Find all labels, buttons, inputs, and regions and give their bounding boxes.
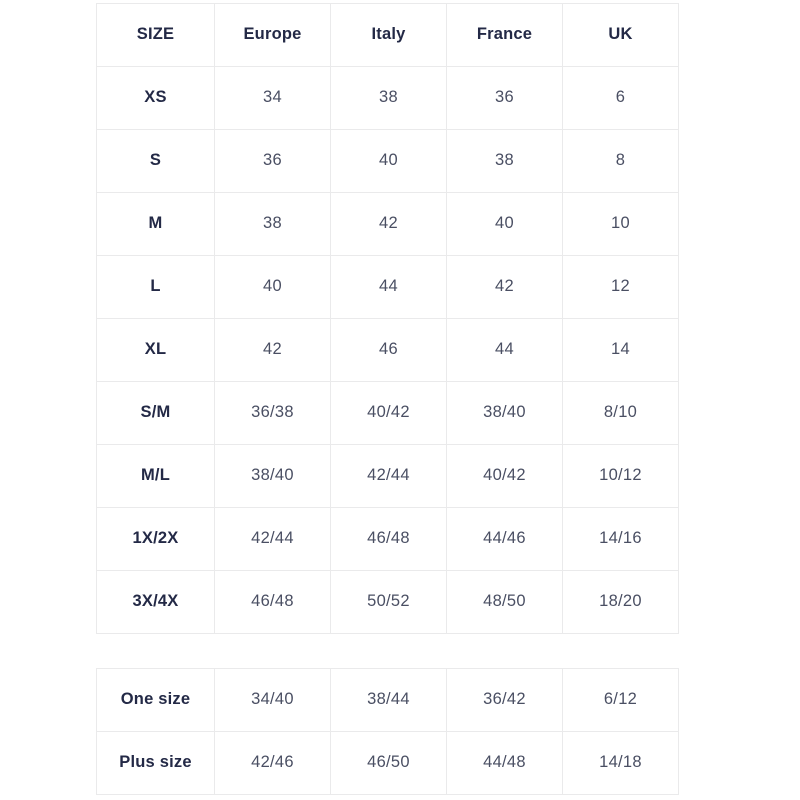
cell-italy: 40/42 bbox=[330, 381, 447, 445]
table-body: One size 34/40 38/44 36/42 6/12 Plus siz… bbox=[96, 668, 679, 795]
cell-uk: 6/12 bbox=[562, 668, 679, 732]
cell-europe: 34 bbox=[214, 66, 331, 130]
row-label: XL bbox=[96, 318, 215, 382]
cell-france: 36/42 bbox=[446, 668, 563, 732]
cell-uk: 6 bbox=[562, 66, 679, 130]
cell-uk: 14/18 bbox=[562, 731, 679, 795]
cell-italy: 38 bbox=[330, 66, 447, 130]
cell-uk: 10 bbox=[562, 192, 679, 256]
table-row: One size 34/40 38/44 36/42 6/12 bbox=[96, 668, 679, 732]
cell-uk: 10/12 bbox=[562, 444, 679, 508]
table-row: M 38 42 40 10 bbox=[96, 192, 679, 256]
cell-france: 48/50 bbox=[446, 570, 563, 634]
cell-france: 40 bbox=[446, 192, 563, 256]
cell-europe: 36 bbox=[214, 129, 331, 193]
universal-size-table: One size 34/40 38/44 36/42 6/12 Plus siz… bbox=[96, 668, 679, 795]
table-row: S/M 36/38 40/42 38/40 8/10 bbox=[96, 381, 679, 445]
table-row: S 36 40 38 8 bbox=[96, 129, 679, 193]
cell-europe: 42/46 bbox=[214, 731, 331, 795]
cell-france: 44 bbox=[446, 318, 563, 382]
cell-europe: 36/38 bbox=[214, 381, 331, 445]
cell-italy: 38/44 bbox=[330, 668, 447, 732]
table-separator-gap bbox=[96, 634, 678, 668]
row-label: XS bbox=[96, 66, 215, 130]
cell-italy: 50/52 bbox=[330, 570, 447, 634]
column-header-france: France bbox=[446, 3, 563, 67]
cell-france: 38 bbox=[446, 129, 563, 193]
cell-uk: 8 bbox=[562, 129, 679, 193]
cell-uk: 18/20 bbox=[562, 570, 679, 634]
cell-italy: 46 bbox=[330, 318, 447, 382]
cell-europe: 38 bbox=[214, 192, 331, 256]
table-row: Plus size 42/46 46/50 44/48 14/18 bbox=[96, 731, 679, 795]
row-label: L bbox=[96, 255, 215, 319]
table-row: 3X/4X 46/48 50/52 48/50 18/20 bbox=[96, 570, 679, 634]
cell-europe: 42/44 bbox=[214, 507, 331, 571]
cell-italy: 42 bbox=[330, 192, 447, 256]
table-row: XL 42 46 44 14 bbox=[96, 318, 679, 382]
row-label: S bbox=[96, 129, 215, 193]
cell-italy: 46/48 bbox=[330, 507, 447, 571]
table-row: L 40 44 42 12 bbox=[96, 255, 679, 319]
cell-uk: 8/10 bbox=[562, 381, 679, 445]
row-label: Plus size bbox=[96, 731, 215, 795]
table-row: M/L 38/40 42/44 40/42 10/12 bbox=[96, 444, 679, 508]
column-header-europe: Europe bbox=[214, 3, 331, 67]
cell-france: 44/46 bbox=[446, 507, 563, 571]
cell-europe: 34/40 bbox=[214, 668, 331, 732]
column-header-size: SIZE bbox=[96, 3, 215, 67]
cell-europe: 42 bbox=[214, 318, 331, 382]
row-label: M/L bbox=[96, 444, 215, 508]
cell-italy: 40 bbox=[330, 129, 447, 193]
row-label: 1X/2X bbox=[96, 507, 215, 571]
cell-france: 44/48 bbox=[446, 731, 563, 795]
cell-uk: 14/16 bbox=[562, 507, 679, 571]
cell-france: 36 bbox=[446, 66, 563, 130]
cell-italy: 46/50 bbox=[330, 731, 447, 795]
table-row: 1X/2X 42/44 46/48 44/46 14/16 bbox=[96, 507, 679, 571]
row-label: S/M bbox=[96, 381, 215, 445]
cell-uk: 12 bbox=[562, 255, 679, 319]
cell-italy: 42/44 bbox=[330, 444, 447, 508]
cell-france: 38/40 bbox=[446, 381, 563, 445]
row-label: 3X/4X bbox=[96, 570, 215, 634]
row-label: One size bbox=[96, 668, 215, 732]
table-header: SIZE Europe Italy France UK bbox=[96, 3, 679, 67]
table-header-row: SIZE Europe Italy France UK bbox=[96, 3, 679, 67]
row-label: M bbox=[96, 192, 215, 256]
cell-france: 40/42 bbox=[446, 444, 563, 508]
cell-france: 42 bbox=[446, 255, 563, 319]
size-chart-container: SIZE Europe Italy France UK XS 34 38 36 … bbox=[96, 3, 679, 795]
cell-europe: 40 bbox=[214, 255, 331, 319]
cell-italy: 44 bbox=[330, 255, 447, 319]
size-conversion-table: SIZE Europe Italy France UK XS 34 38 36 … bbox=[96, 3, 679, 634]
cell-uk: 14 bbox=[562, 318, 679, 382]
table-row: XS 34 38 36 6 bbox=[96, 66, 679, 130]
cell-europe: 46/48 bbox=[214, 570, 331, 634]
table-body: XS 34 38 36 6 S 36 40 38 8 M 38 42 bbox=[96, 66, 679, 634]
cell-europe: 38/40 bbox=[214, 444, 331, 508]
column-header-italy: Italy bbox=[330, 3, 447, 67]
column-header-uk: UK bbox=[562, 3, 679, 67]
